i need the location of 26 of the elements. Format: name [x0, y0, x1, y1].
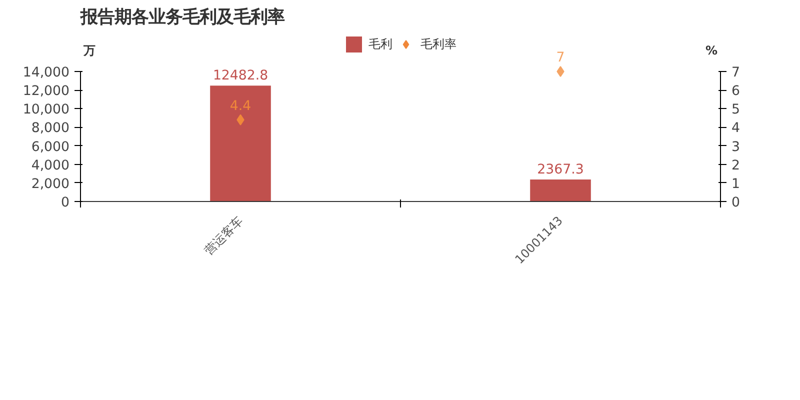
y-tick-label: 4,000 [31, 158, 70, 174]
y2-tick-label: 4 [732, 121, 740, 136]
y2-tick-label: 7 [732, 66, 740, 80]
y2-tick-label: 5 [732, 102, 740, 118]
legend-label: 毛利 [368, 36, 392, 52]
y-tick-label: 10,000 [22, 102, 70, 118]
y-tick-label: 14,000 [22, 66, 70, 80]
chart-title: 报告期各业务毛利及毛利率 [80, 8, 284, 28]
y2-tick-label: 1 [732, 176, 740, 192]
y-tick-label: 0 [61, 196, 70, 210]
data-label: 12482.8 [212, 68, 268, 84]
y-tick-label: 6,000 [31, 140, 70, 155]
data-label: 4.4 [230, 98, 252, 114]
y2-tick-label: 3 [732, 140, 740, 155]
data-label: 2367.3 [537, 162, 584, 178]
x-tick-label: 营运客车 [202, 214, 246, 258]
data-label: 7 [556, 50, 565, 66]
y-tick-label: 2,000 [31, 176, 70, 192]
y2-tick-label: 6 [732, 84, 740, 100]
y-tick-label: 12,000 [22, 84, 70, 100]
y-axis-title: 万 [82, 44, 96, 58]
y2-tick-label: 0 [732, 196, 740, 210]
y2-axis-title: % [705, 44, 718, 58]
y-tick-label: 8,000 [31, 121, 70, 136]
y2-tick-label: 2 [732, 158, 740, 174]
legend-label: 毛利率 [420, 36, 456, 52]
